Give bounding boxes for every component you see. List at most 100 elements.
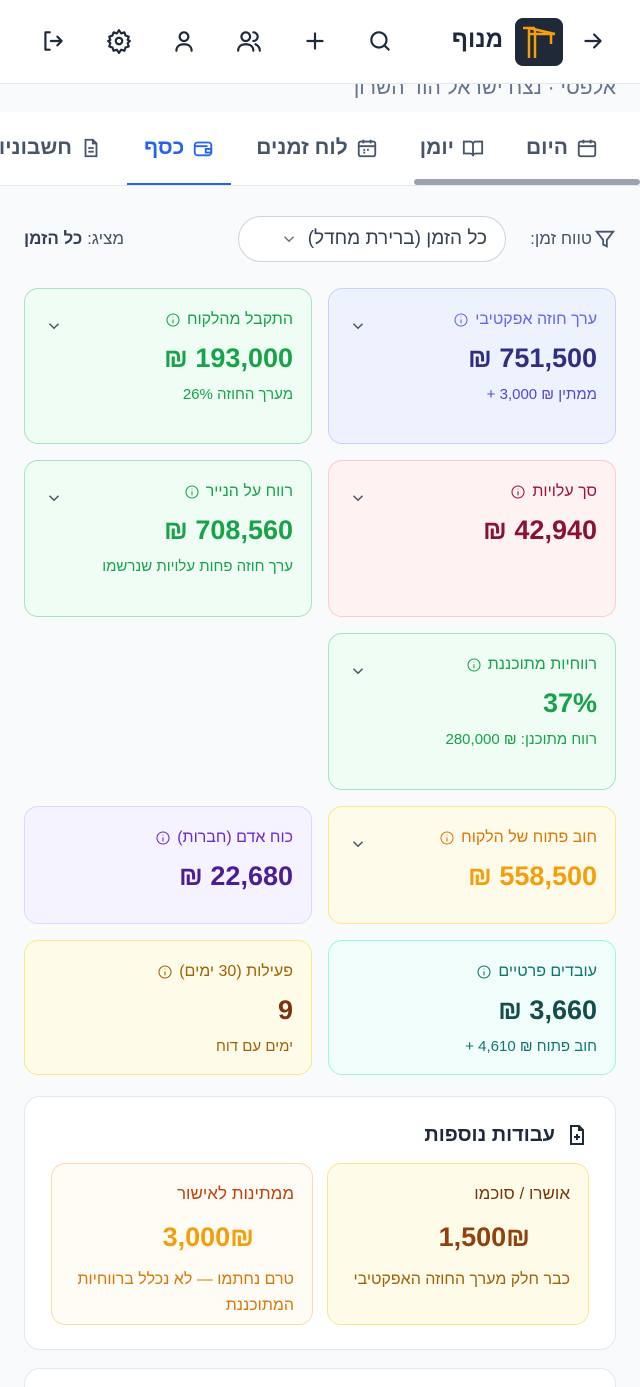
kpi-title: התקבל מהלקוח xyxy=(186,311,293,328)
file-plus-icon xyxy=(570,1125,584,1145)
info-icon-shape xyxy=(511,485,525,499)
header: מנוף xyxy=(0,0,640,84)
info-icon-shape xyxy=(185,485,199,499)
showing-label: מציג: xyxy=(87,229,125,248)
info-icon xyxy=(156,831,170,845)
expand-chevron-shape xyxy=(352,323,364,330)
filter-icon xyxy=(594,230,616,248)
tab-icon xyxy=(577,139,597,158)
expand-chevron[interactable] xyxy=(45,489,63,507)
expand-chevron-shape xyxy=(48,323,60,330)
kpi-title-row: רווחיות מתוכננת xyxy=(347,656,597,674)
kpi-title-row: רווח על הנייר xyxy=(43,483,293,501)
tab[interactable]: כסף xyxy=(126,112,232,185)
kpi-title: חוב פתוח של הלקוח xyxy=(461,829,597,846)
kpi-note: ימים עם דוח xyxy=(216,1038,293,1055)
tab-icon xyxy=(194,141,213,157)
profile-button[interactable] xyxy=(171,28,197,54)
info-icon xyxy=(166,313,180,327)
info-icon xyxy=(158,965,172,979)
info-icon-shape xyxy=(454,313,468,327)
extra-work-header: עבודות נוספות xyxy=(424,1123,589,1147)
tab-icon-shape xyxy=(84,138,98,158)
tab-bar: היום יומן לוח זמנים כסף חשבוניות xyxy=(0,112,640,186)
info-icon-shape xyxy=(440,831,454,845)
kpi-title-row: סך עלויות xyxy=(347,483,597,501)
tab[interactable]: יומן xyxy=(420,112,484,184)
tab-icon xyxy=(84,138,98,158)
kpi-value: 37% xyxy=(542,688,597,718)
kpi-title: סך עלויות xyxy=(532,483,597,500)
expand-chevron[interactable] xyxy=(349,317,367,335)
kpi-card: עובדים פרטיים ₪ 3,660 + 4,610 ₪ חוב פתוח xyxy=(328,940,616,1075)
extra-work-note: כבר חלק מערך החוזה האפקטיבי xyxy=(353,1271,570,1288)
back-button[interactable] xyxy=(580,28,606,54)
info-icon-shape xyxy=(467,658,481,672)
kpi-card: סך עלויות ₪ 42,940 xyxy=(328,460,616,617)
expand-chevron-shape xyxy=(48,495,60,502)
info-icon-shape xyxy=(166,313,180,327)
extra-work-title: עבודות נוספות xyxy=(424,1123,555,1146)
kpi-card: רווח על הנייר ₪ 708,560 ערך חוזה פחות עלוי… xyxy=(24,460,312,617)
tab-icon-shape xyxy=(195,145,213,154)
scroll-indicator xyxy=(414,179,640,185)
expand-chevron[interactable] xyxy=(349,662,367,680)
team-button[interactable] xyxy=(236,28,262,54)
kpi-value: ₪ 751,500 xyxy=(468,343,597,373)
tab[interactable]: חשבוניות xyxy=(0,112,102,184)
expand-chevron-shape xyxy=(352,841,364,848)
extra-work-label: ממתינות לאישור xyxy=(176,1184,294,1203)
tab-label: יומן xyxy=(419,136,454,159)
kpi-title: עובדים פרטיים xyxy=(498,963,597,980)
expand-chevron[interactable] xyxy=(349,489,367,507)
kpi-note: 26% מערך החוזה xyxy=(182,386,293,403)
kpi-title: כוח אדם (חברות) xyxy=(177,829,293,846)
tab-label: חשבוניות xyxy=(0,136,72,159)
extra-work-amount: 1,500₪ xyxy=(438,1222,530,1252)
range-dropdown[interactable]: כל הזמן (ברירת מחדל) xyxy=(238,216,506,262)
kpi-value: ₪ 22,680 xyxy=(179,861,293,891)
kpi-value: 9 xyxy=(277,995,293,1025)
extra-work-box: אושרו / סוכמו 1,500₪ כבר חלק מערך החוזה הא… xyxy=(327,1163,589,1325)
expand-chevron-shape xyxy=(352,668,364,675)
kpi-value: ₪ 3,660 xyxy=(498,995,597,1025)
kpi-note: + 4,610 ₪ חוב פתוח xyxy=(465,1038,597,1055)
logout-button[interactable] xyxy=(40,28,66,54)
expand-chevron[interactable] xyxy=(45,317,63,335)
expand-chevron[interactable] xyxy=(349,835,367,853)
logo xyxy=(515,18,563,66)
tab[interactable]: לוח זמנים xyxy=(256,112,377,184)
info-icon-shape xyxy=(477,965,491,979)
settings-button[interactable] xyxy=(106,28,132,54)
tab-icon-shape xyxy=(462,140,484,157)
kpi-title-row: ערך חוזה אפקטיבי xyxy=(347,311,597,329)
extra-work-box: ממתינות לאישור 3,000₪ טרם נחתמו — לא נכלל … xyxy=(51,1163,313,1325)
tab[interactable]: היום xyxy=(526,112,598,184)
kpi-title-row: התקבל מהלקוח xyxy=(43,311,293,329)
info-icon xyxy=(511,485,525,499)
kpi-title-row: פעילות (30 ימים) xyxy=(43,963,293,981)
showing: מציג: כל הזמן xyxy=(24,229,124,249)
kpi-value: ₪ 193,000 xyxy=(164,343,293,373)
kpi-title-row: חוב פתוח של הלקוח xyxy=(347,829,597,847)
tab-icon-shape xyxy=(577,140,597,158)
dropdown-chevron xyxy=(283,236,294,243)
tab-icon-shape xyxy=(357,140,376,158)
kpi-card: רווחיות מתוכננת 37% רווח מתוכנן: ₪ 280,000 xyxy=(328,633,616,790)
add-button[interactable] xyxy=(302,28,328,54)
kpi-value: ₪ 558,500 xyxy=(468,861,597,891)
info-icon xyxy=(454,313,468,327)
tab-icon-shape xyxy=(578,139,596,148)
extra-work-note: טרם נחתמו — לא נכלל ברווחיות המתוכננת xyxy=(77,1271,294,1314)
range-value: כל הזמן (ברירת מחדל) xyxy=(307,228,487,249)
kpi-title: ערך חוזה אפקטיבי xyxy=(475,311,597,328)
search-button[interactable] xyxy=(367,28,393,54)
kpi-note: רווח מתוכנן: ₪ 280,000 xyxy=(445,731,598,748)
tab-icon xyxy=(357,139,376,158)
kpi-value: ₪ 42,940 xyxy=(483,515,597,545)
kpi-title: רווחיות מתוכננת xyxy=(487,656,597,673)
kpi-note: + 3,000 ₪ ממתין xyxy=(486,386,597,403)
filter-label: טווח זמן: xyxy=(530,229,592,248)
expand-chevron-shape xyxy=(352,495,364,502)
